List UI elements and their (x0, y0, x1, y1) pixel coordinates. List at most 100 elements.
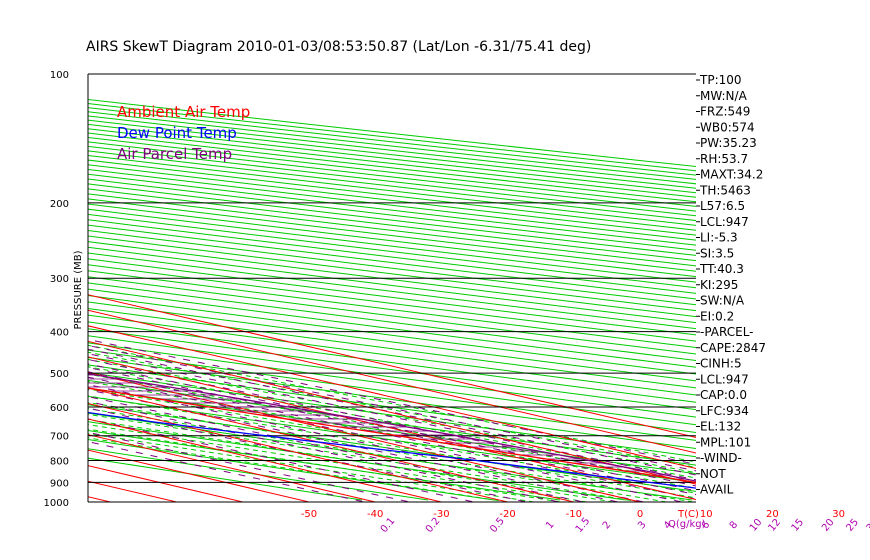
index-label: TH:5463 (699, 183, 751, 197)
mixing-ratio-label: 8 (728, 519, 741, 531)
mixing-ratio-labels: 0.10.20.511.52346810121520253040Q(g/kg) (379, 516, 870, 535)
chart-title: AIRS SkewT Diagram 2010-01-03/08:53:50.8… (86, 39, 591, 55)
index-label: MPL:101 (700, 435, 751, 449)
legend: Ambient Air Temp Dew Point Temp Air Parc… (117, 103, 250, 163)
pressure-tick-label: 800 (50, 457, 69, 468)
dry-adiabat-line (88, 107, 696, 176)
moist-adiabat-line (88, 437, 508, 502)
mixing-ratio-line (88, 371, 696, 500)
legend-ambient-air-temp: Ambient Air Temp (117, 103, 250, 121)
moist-adiabat-line (88, 419, 614, 502)
legend-dew-point-temp: Dew Point Temp (117, 124, 237, 142)
dry-adiabat-line (88, 246, 696, 324)
mixing-ratio-line (88, 441, 368, 502)
dry-adiabat-line (88, 123, 696, 194)
pressure-tick-labels: 100 200 300 400 500 600 700 800 900 1000 (44, 70, 69, 509)
index-label: CAP:0.0 (700, 388, 747, 402)
bottom-temp-tick-label: 30 (832, 509, 845, 520)
index-label: LI:-5.3 (700, 231, 738, 245)
dry-adiabat-line (88, 421, 626, 501)
mixing-ratio-line (88, 353, 696, 481)
dry-adiabat-line (88, 276, 696, 355)
moist-adiabat-line (88, 388, 696, 494)
isotherm-line (88, 418, 442, 502)
moist-adiabat-line (88, 366, 696, 479)
mixing-ratio-lines (88, 338, 696, 502)
dry-adiabat-line (88, 213, 696, 289)
index-label: MAXT:34.2 (700, 168, 763, 182)
mixing-ratio-label: 30 (865, 517, 870, 534)
bottom-temp-unit: T(C) (677, 509, 699, 520)
index-label: MW:N/A (700, 89, 748, 103)
dry-adiabat-line (88, 132, 696, 203)
isotherm-line (88, 309, 696, 454)
mixing-ratio-line (88, 363, 696, 492)
pressure-tick-label: 400 (50, 328, 69, 339)
index-label: TP:100 (699, 73, 742, 87)
bottom-temp-tick-label: -50 (301, 509, 317, 520)
dry-adiabat-line (88, 103, 696, 172)
bottom-temp-tick-label: 0 (637, 509, 643, 520)
dry-adiabat-line (88, 98, 696, 168)
dry-adiabat-line (88, 235, 696, 312)
index-label: LCL:947 (700, 215, 749, 229)
dry-adiabat-line (88, 387, 696, 475)
pressure-tick-label: 1000 (44, 498, 69, 509)
mixing-ratio-label: 1 (544, 519, 557, 531)
mixing-ratio-line (88, 407, 529, 502)
moist-adiabat-line (88, 351, 696, 468)
dry-adiabat-line (88, 364, 696, 449)
bottom-temperature-ticks: -50 -40 -30 -20 -10 0 10 20 30 T(C) (301, 509, 845, 520)
mixing-ratio-label: 6 (700, 519, 713, 531)
dry-adiabat-line (88, 136, 696, 207)
pressure-tick-label: 600 (50, 403, 69, 414)
mixing-ratio-line (88, 384, 647, 502)
isotherm-line (88, 340, 696, 485)
index-label: EL:132 (700, 420, 741, 434)
pressure-tick-label: 300 (50, 274, 69, 285)
mixing-ratio-line (88, 376, 685, 502)
buoyancy-hatch (88, 374, 686, 480)
dry-adiabat-line (88, 258, 696, 336)
mixing-ratio-label: 3 (636, 519, 649, 531)
index-label: SW:N/A (700, 294, 745, 308)
index-label: SI:3.5 (700, 246, 734, 260)
index-label: EI:0.2 (700, 309, 734, 323)
dry-adiabat-line (88, 270, 696, 349)
index-label: WB0:574 (700, 120, 755, 134)
legend-air-parcel-temp: Air Parcel Temp (117, 145, 232, 163)
index-label: LFC:934 (700, 404, 749, 418)
dry-adiabat-line (88, 219, 696, 294)
index-label: RH:53.7 (700, 152, 748, 166)
pressure-tick-label: 900 (50, 478, 69, 489)
mixing-ratio-line (88, 359, 696, 487)
index-label: KI:295 (700, 278, 738, 292)
dry-adiabat-line (88, 128, 696, 198)
mixing-ratio-line (88, 396, 586, 502)
index-label: -PARCEL- (700, 325, 754, 339)
bottom-temp-tick-label: 10 (700, 509, 713, 520)
pressure-tick-label: 500 (50, 369, 69, 380)
mixing-ratio-line (88, 431, 413, 502)
mixing-ratio-label: 2 (601, 519, 614, 531)
mixing-ratio-label: 10 (748, 517, 765, 534)
dry-adiabat-line (88, 349, 696, 433)
isotherm-line (88, 294, 696, 438)
bottom-temp-tick-label: -10 (566, 509, 582, 520)
dry-adiabat-line (88, 252, 696, 330)
y-axis-label: PRESSURE (MB) (73, 250, 84, 329)
index-label: LCL:947 (700, 372, 749, 386)
index-label: CAPE:2847 (700, 341, 766, 355)
pressure-tick-label: 200 (50, 199, 69, 210)
profile-lines (88, 373, 696, 489)
dry-adiabat-line (88, 241, 696, 318)
isotherm-line (88, 371, 641, 502)
series-line-ambient-air-temp (88, 387, 696, 484)
dry-adiabat-line (88, 119, 696, 189)
dry-adiabat-line (88, 115, 696, 185)
mixing-ratio-unit: Q(g/kg) (668, 519, 706, 530)
dry-adiabat-line (88, 230, 696, 306)
dry-adiabat-line (88, 395, 696, 483)
isotherm-line (88, 402, 508, 502)
